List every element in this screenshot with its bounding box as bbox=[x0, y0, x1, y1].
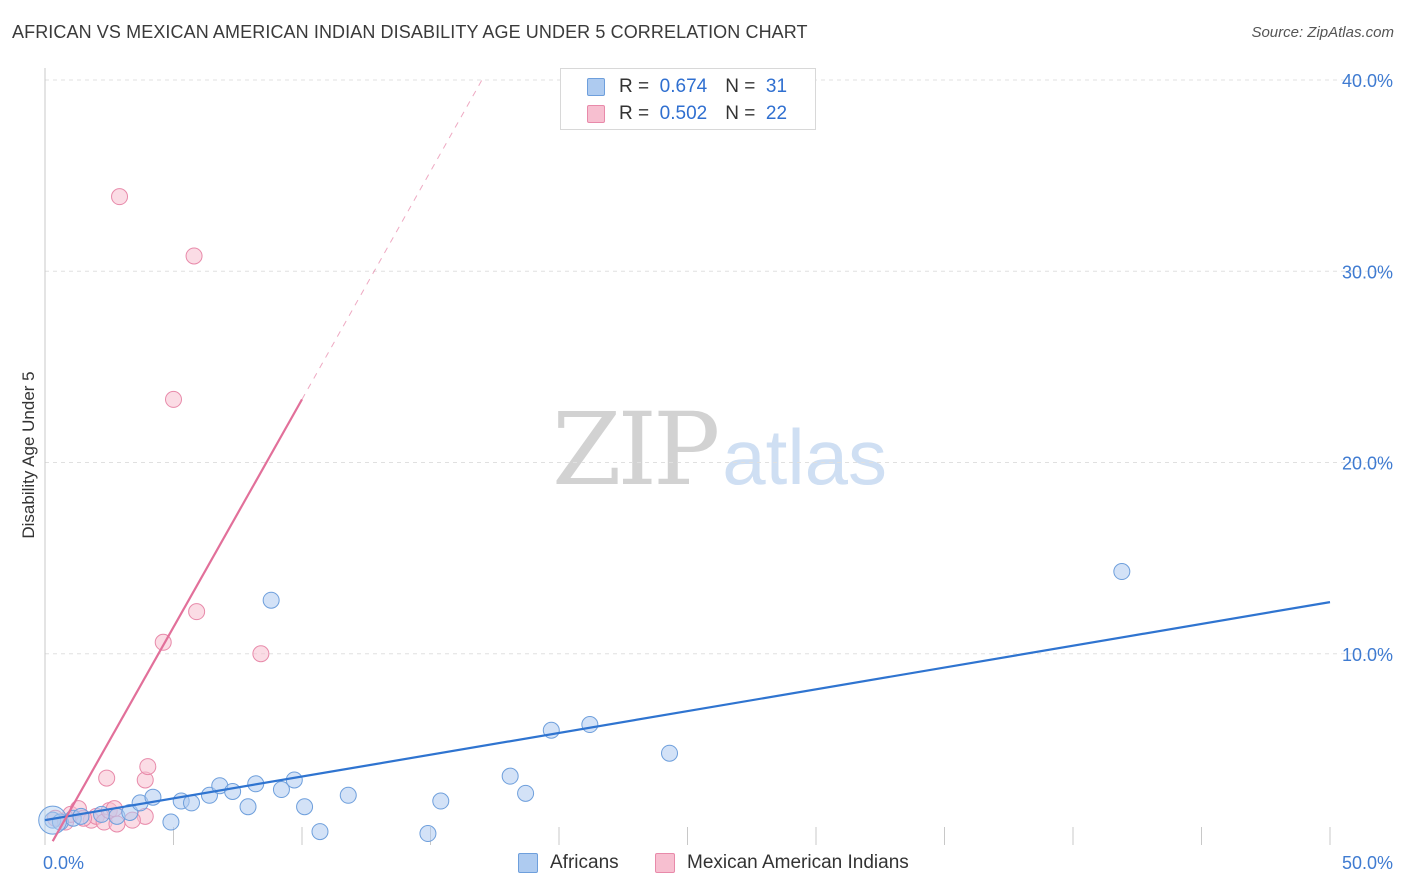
trend-line-africans bbox=[44, 601, 1331, 822]
legend-n-label: N = bbox=[725, 103, 756, 124]
data-point-african bbox=[285, 771, 303, 789]
y-tick-label: 40.0% bbox=[1342, 71, 1393, 91]
data-point-mexican bbox=[111, 188, 129, 206]
y-tick-label: 30.0% bbox=[1342, 262, 1393, 282]
tick-labels: 10.0% 20.0% 30.0% 40.0% 0.0% 50.0% bbox=[43, 71, 1393, 873]
x-tick-label: 0.0% bbox=[43, 853, 84, 873]
legend-r-label: R = bbox=[619, 76, 650, 97]
source-label: Source: ZipAtlas.com bbox=[1251, 24, 1394, 41]
legend-r-label: R = bbox=[619, 103, 650, 124]
legend-label-mexican: Mexican American Indians bbox=[687, 852, 909, 873]
stats-legend: R = 0.674 N = 31 R = 0.502 N = 22 bbox=[560, 68, 816, 130]
trend-line-mexican bbox=[51, 398, 303, 842]
legend-row-africans: R = 0.674 N = 31 bbox=[587, 74, 787, 100]
data-point-african bbox=[581, 716, 599, 734]
legend-n-value: 31 bbox=[765, 76, 788, 97]
data-point-african bbox=[72, 807, 90, 825]
data-point-african bbox=[661, 744, 679, 762]
data-point-african bbox=[224, 782, 242, 800]
legend-n-label: N = bbox=[725, 76, 756, 97]
data-point-african bbox=[419, 825, 437, 843]
data-point-mexican bbox=[165, 390, 182, 408]
chart-title: AFRICAN VS MEXICAN AMERICAN INDIAN DISAB… bbox=[12, 22, 808, 42]
data-point-african bbox=[272, 781, 290, 799]
axes bbox=[44, 68, 1331, 845]
legend-swatch-blue bbox=[587, 78, 605, 96]
trend-line-mexican-extension bbox=[301, 79, 483, 400]
gridlines bbox=[45, 79, 1390, 655]
legend-label-africans: Africans bbox=[550, 852, 619, 873]
data-point-african bbox=[239, 798, 257, 816]
data-point-mexican bbox=[188, 603, 206, 621]
x-tick-label: 50.0% bbox=[1342, 853, 1393, 873]
trend-lines bbox=[44, 79, 1331, 842]
y-tick-label: 10.0% bbox=[1342, 645, 1393, 665]
data-point-african bbox=[296, 798, 314, 816]
legend-n-value: 22 bbox=[765, 103, 788, 124]
data-point-african-cluster bbox=[38, 805, 68, 835]
series-legend: Africans Mexican American Indians bbox=[0, 852, 1406, 876]
legend-row-mexican: R = 0.502 N = 22 bbox=[587, 101, 787, 127]
legend-r-value: 0.502 bbox=[659, 103, 708, 124]
data-point-african bbox=[432, 792, 450, 810]
data-point-mexican bbox=[252, 645, 270, 663]
data-point-african bbox=[262, 591, 280, 609]
legend-item-africans[interactable]: Africans bbox=[518, 852, 619, 874]
data-point-african bbox=[162, 813, 180, 831]
data-point-african bbox=[311, 823, 329, 841]
data-point-mexican bbox=[139, 758, 157, 776]
legend-item-mexican[interactable]: Mexican American Indians bbox=[655, 852, 909, 874]
legend-swatch-pink bbox=[655, 853, 675, 873]
legend-swatch-blue bbox=[518, 853, 538, 873]
data-point-african bbox=[1113, 563, 1131, 581]
data-point-african bbox=[501, 767, 519, 785]
series-mexican-american-indians bbox=[46, 188, 270, 833]
series-africans bbox=[38, 563, 1131, 843]
legend-r-value: 0.674 bbox=[659, 76, 708, 97]
legend-swatch-pink bbox=[587, 105, 605, 123]
y-axis-label: Disability Age Under 5 bbox=[19, 371, 38, 538]
data-point-mexican bbox=[185, 247, 203, 265]
y-tick-label: 20.0% bbox=[1342, 454, 1393, 474]
data-point-african bbox=[517, 784, 535, 802]
data-point-mexican bbox=[98, 769, 116, 787]
data-point-african bbox=[339, 786, 357, 804]
